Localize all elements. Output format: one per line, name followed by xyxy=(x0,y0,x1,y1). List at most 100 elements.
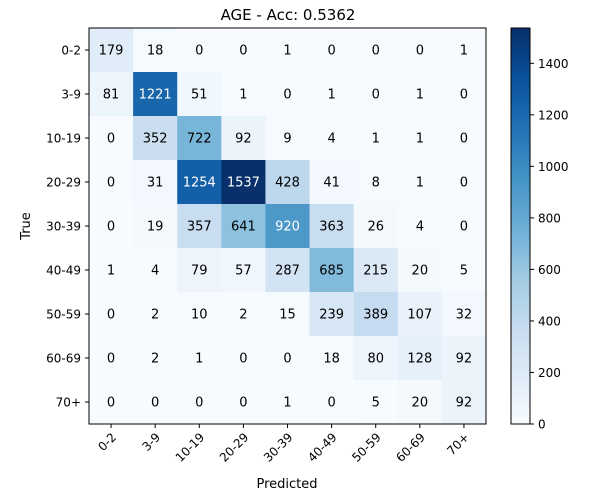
cell-value-label: 51 xyxy=(191,88,208,103)
cell-value-label: 1537 xyxy=(227,176,260,191)
heatmap-cell xyxy=(221,248,266,293)
cell-value-label: 0 xyxy=(239,44,247,59)
heatmap-cell xyxy=(265,248,311,293)
cell-value-label: 1254 xyxy=(183,176,216,191)
heatmap-cell xyxy=(221,72,266,117)
y-axis-ticks: 0-2 3-9 10-19 20-29 30-39 40-49 50-59 60-69 70+ xyxy=(46,44,89,410)
heatmap-cell xyxy=(441,72,487,117)
x-tick-label: 30-39 xyxy=(261,430,296,465)
heatmap-cell xyxy=(265,336,311,381)
heatmap-cell xyxy=(397,380,443,425)
cell-value-label: 20 xyxy=(412,264,429,279)
heatmap-cell xyxy=(309,336,355,381)
y-tick-label: 3-9 xyxy=(61,88,81,102)
colorbar-tick-label: 600 xyxy=(538,263,561,277)
colorbar-tick-label: 0 xyxy=(538,418,546,432)
colorbar-ticks: 0 200 400 600 800 1000 1200 1400 xyxy=(530,57,569,432)
x-tick-label: 0-2 xyxy=(95,430,119,454)
cell-value-label: 0 xyxy=(460,176,468,191)
cell-value-label: 92 xyxy=(235,132,252,147)
heatmap-cell xyxy=(89,116,134,161)
x-tick-label: 70+ xyxy=(444,430,472,458)
heatmap-cell xyxy=(133,72,178,117)
cell-value-label: 357 xyxy=(187,220,212,235)
heatmap-cell xyxy=(397,72,443,117)
cell-value-label: 20 xyxy=(412,396,429,411)
cell-value-label: 1 xyxy=(416,132,424,147)
cell-value-label: 0 xyxy=(195,396,203,411)
cell-value-label: 215 xyxy=(363,264,388,279)
cell-value-label: 0 xyxy=(195,44,203,59)
cell-value-label: 0 xyxy=(327,396,335,411)
cell-value-label: 2 xyxy=(239,308,247,323)
cell-value-label: 0 xyxy=(283,352,291,367)
cell-value-label: 18 xyxy=(147,44,164,59)
cell-value-label: 389 xyxy=(363,308,388,323)
cell-value-label: 5 xyxy=(372,396,380,411)
heatmap-cell xyxy=(177,204,222,249)
heatmap-cell xyxy=(89,248,134,293)
cell-value-label: 352 xyxy=(143,132,168,147)
heatmap-cell xyxy=(133,160,178,205)
heatmap-cell xyxy=(441,380,487,425)
cell-value-label: 722 xyxy=(187,132,212,147)
heatmap-cell xyxy=(89,204,134,249)
cell-value-label: 4 xyxy=(327,132,335,147)
cell-value-label: 31 xyxy=(147,176,164,191)
heatmap-cell xyxy=(221,204,266,249)
heatmap-cell xyxy=(133,292,178,337)
cell-value-label: 18 xyxy=(323,352,340,367)
heatmap-cell xyxy=(221,160,266,205)
heatmap-cell xyxy=(353,116,399,161)
chart-title: AGE - Acc: 0.5362 xyxy=(221,6,356,24)
heatmap-cell xyxy=(397,336,443,381)
heatmap-cell xyxy=(133,28,178,73)
heatmap-cell xyxy=(353,72,399,117)
heatmap-cell xyxy=(353,248,399,293)
colorbar-tick-label: 1200 xyxy=(538,108,569,122)
heatmap-cell xyxy=(309,160,355,205)
cell-value-label: 8 xyxy=(372,176,380,191)
heatmap-cell xyxy=(309,380,355,425)
cell-value-label: 0 xyxy=(107,220,115,235)
heatmap-cell xyxy=(221,292,266,337)
colorbar xyxy=(510,27,531,425)
heatmap-cell xyxy=(397,204,443,249)
x-tick-label: 3-9 xyxy=(139,430,163,454)
heatmap-cell xyxy=(397,116,443,161)
y-tick-label: 40-49 xyxy=(46,264,81,278)
heatmap-cell xyxy=(309,116,355,161)
heatmap-cell xyxy=(265,28,311,73)
heatmap-cell xyxy=(133,380,178,425)
heatmap-cell xyxy=(441,292,487,337)
heatmap-cell xyxy=(89,160,134,205)
cell-value-label: 1 xyxy=(283,44,291,59)
y-tick-label: 10-19 xyxy=(46,132,81,146)
cell-value-label: 1 xyxy=(416,176,424,191)
heatmap-cell xyxy=(309,72,355,117)
cell-value-label: 4 xyxy=(416,220,424,235)
cell-value-label: 1 xyxy=(195,352,203,367)
cell-value-label: 9 xyxy=(283,132,291,147)
cell-value-label: 0 xyxy=(239,352,247,367)
heatmap-cell xyxy=(89,336,134,381)
heatmap-cell xyxy=(353,28,399,73)
cell-value-label: 2 xyxy=(151,308,159,323)
heatmap-cell xyxy=(309,292,355,337)
cell-value-label: 0 xyxy=(460,132,468,147)
heatmap-cell xyxy=(353,160,399,205)
heatmap-cell xyxy=(177,160,222,205)
heatmap-cell xyxy=(265,116,311,161)
cell-value-label: 92 xyxy=(456,352,473,367)
x-tick-label: 10-19 xyxy=(173,430,208,465)
heatmap-cell xyxy=(221,380,266,425)
heatmap-cell xyxy=(177,336,222,381)
cell-value-label: 0 xyxy=(416,44,424,59)
cell-value-label: 1221 xyxy=(139,88,172,103)
heatmap-cell xyxy=(353,292,399,337)
cell-value-label: 0 xyxy=(107,132,115,147)
heatmap-cell xyxy=(177,292,222,337)
x-tick-label: 20-29 xyxy=(217,430,252,465)
heatmap-cell xyxy=(221,336,266,381)
cell-value-label: 0 xyxy=(107,396,115,411)
